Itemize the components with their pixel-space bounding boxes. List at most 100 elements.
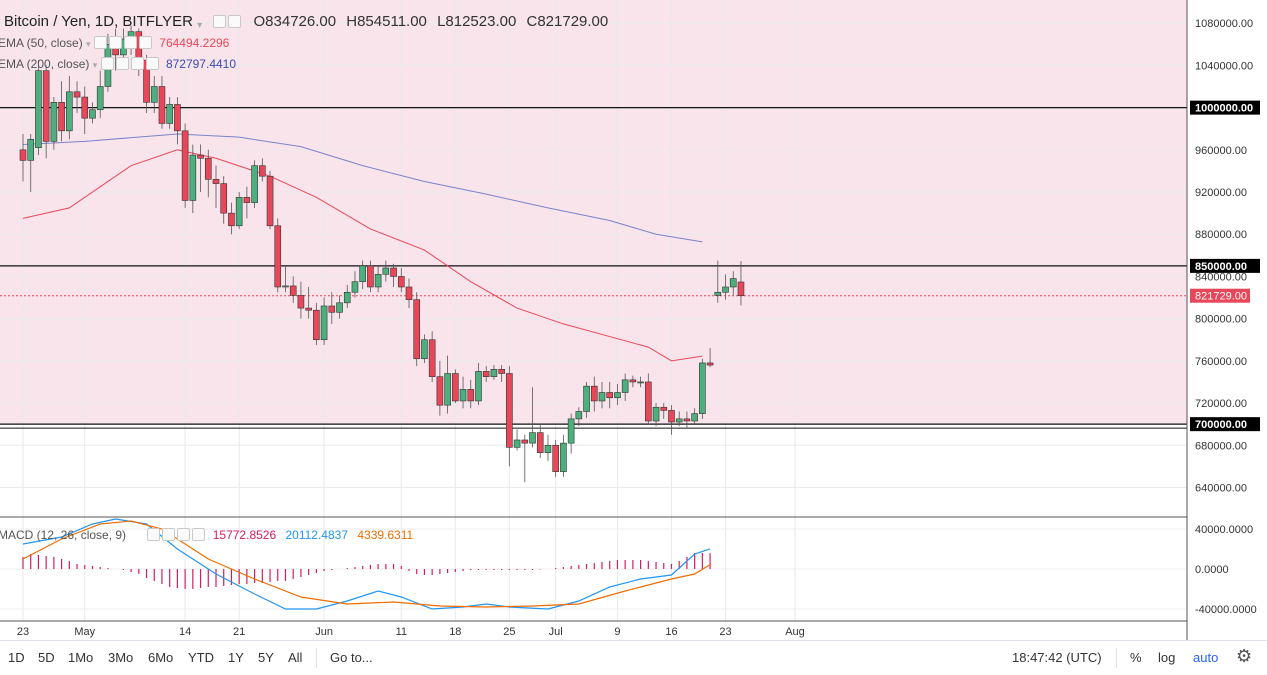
timeframe-6mo[interactable]: 6Mo: [148, 650, 174, 665]
price-tick-label: 1080000.00: [1195, 18, 1253, 30]
visibility-icon[interactable]: [147, 528, 161, 541]
candle-body: [27, 138, 35, 161]
level-price-badge[interactable]: [1190, 417, 1260, 432]
candle-body: [382, 267, 390, 275]
price-tick-label: 1040000.00: [1195, 60, 1253, 72]
dropdown-icon[interactable]: ▾: [86, 39, 91, 49]
candle-body: [737, 281, 745, 297]
price-axis[interactable]: 640000.00 680000.00 720000.00 760000.00 8000…: [1187, 0, 1267, 640]
candle-body: [606, 392, 614, 399]
candle-body: [436, 376, 444, 406]
open-label: O: [253, 13, 266, 30]
timeframe-5d[interactable]: 5D: [38, 650, 55, 665]
timeframe-all[interactable]: All: [288, 650, 303, 665]
macd-legend[interactable]: MACD (12, 26, close, 9) 15772.8526 20112…: [0, 528, 413, 542]
more-icon[interactable]: [138, 36, 152, 49]
ema200-legend[interactable]: EMA (200, close) ▾ 872797.4410: [0, 57, 236, 71]
candle-body: [552, 444, 559, 472]
time-tick-label: 21: [233, 626, 245, 638]
time-axis[interactable]: 23 May 14 21 Jun 11 18 25 Jul 9 16 23 Aug: [17, 626, 805, 638]
macd-tick-label: 0.0000: [1195, 564, 1229, 576]
goto-button[interactable]: Go to...: [330, 650, 373, 665]
macd-value: 20112.4837: [285, 528, 348, 542]
candle-body: [428, 339, 436, 377]
candle-body: [266, 175, 274, 227]
time-tick-label: 23: [17, 626, 29, 638]
dropdown-icon[interactable]: ▾: [92, 60, 98, 70]
candle-body: [482, 371, 490, 377]
symbol-legend: Bitcoin / Yen, 1D, BITFLYER ▾ O834726.00…: [4, 13, 608, 31]
candle-body: [174, 104, 181, 132]
price-tick-label: 720000.00: [1195, 398, 1247, 410]
macd-signal-value: 4339.6311: [357, 528, 414, 542]
price-tick-label: 680000.00: [1195, 440, 1247, 452]
chart-area[interactable]: 640000.00 680000.00 720000.00 760000.00 8000…: [0, 0, 1267, 640]
time-tick-label: Aug: [785, 626, 805, 638]
clock[interactable]: 18:47:42 (UTC): [1012, 650, 1102, 665]
last-price-badge[interactable]: [1190, 288, 1250, 303]
candle-body: [660, 406, 668, 411]
horizontal-levels[interactable]: [0, 107, 1187, 429]
candle-body: [212, 179, 220, 184]
settings-icon[interactable]: [162, 528, 176, 541]
settings-icon[interactable]: [108, 36, 122, 49]
candle-body: [220, 183, 228, 214]
level-price-badge[interactable]: [1190, 100, 1260, 115]
gear-icon[interactable]: ⚙: [1236, 646, 1253, 666]
candle-body: [714, 291, 722, 296]
price-tick-label: 840000.00: [1195, 271, 1247, 283]
level-price-badge[interactable]: [1190, 258, 1260, 273]
ema50-legend[interactable]: EMA (50, close) ▾ 764494.2296: [0, 36, 229, 50]
price-tick-label: 760000.00: [1195, 356, 1247, 368]
close-icon[interactable]: [123, 36, 137, 49]
candle-body: [444, 373, 451, 406]
close-icon[interactable]: [130, 57, 144, 70]
more-icon[interactable]: [192, 528, 206, 541]
close-value: 821729.00: [537, 13, 609, 30]
candle-body: [374, 274, 382, 288]
timeframe-3mo[interactable]: 3Mo: [108, 650, 134, 665]
candle-body: [675, 418, 683, 423]
candle-body: [351, 281, 359, 293]
candle-body: [243, 197, 251, 203]
visibility-icon[interactable]: [213, 15, 227, 28]
settings-icon[interactable]: [115, 57, 129, 70]
candle-body: [652, 406, 660, 422]
candle-body: [228, 212, 235, 227]
candle-body: [567, 418, 575, 444]
visibility-icon[interactable]: [100, 57, 114, 70]
log-toggle[interactable]: log: [1158, 650, 1176, 665]
price-zone-shading: [0, 0, 1187, 425]
timeframe-5y[interactable]: 5Y: [258, 650, 274, 665]
candle-body: [683, 418, 691, 422]
visibility-icon[interactable]: [93, 36, 107, 49]
candle-body: [367, 265, 374, 288]
candle-body: [722, 286, 729, 293]
time-tick-label: 14: [179, 626, 191, 638]
candle-body: [413, 299, 421, 360]
candle-body: [691, 413, 698, 422]
candle-body: [235, 197, 243, 227]
time-tick-label: 18: [449, 626, 461, 638]
time-tick-label: Jul: [549, 626, 563, 638]
auto-toggle[interactable]: auto: [1193, 650, 1219, 665]
timeframe-1y[interactable]: 1Y: [228, 650, 244, 665]
settings-icon[interactable]: [228, 15, 242, 28]
percent-toggle[interactable]: %: [1130, 650, 1142, 665]
dropdown-icon[interactable]: ▾: [197, 20, 203, 31]
timeframe-ytd[interactable]: YTD: [188, 650, 214, 665]
candle-body: [73, 91, 81, 98]
more-icon[interactable]: [145, 57, 159, 70]
low-value: 812523.00: [445, 13, 517, 30]
close-icon[interactable]: [177, 528, 191, 541]
candle-body: [513, 439, 521, 448]
candle-body: [706, 362, 714, 366]
candlesticks: [19, 25, 745, 483]
candle-body: [590, 385, 598, 402]
candle-body: [66, 91, 73, 132]
symbol-title[interactable]: Bitcoin / Yen, 1D, BITFLYER: [4, 13, 193, 30]
candle-body: [506, 373, 513, 448]
timeframe-1d[interactable]: 1D: [8, 650, 25, 665]
candle-body: [259, 165, 266, 177]
timeframe-1mo[interactable]: 1Mo: [68, 650, 94, 665]
